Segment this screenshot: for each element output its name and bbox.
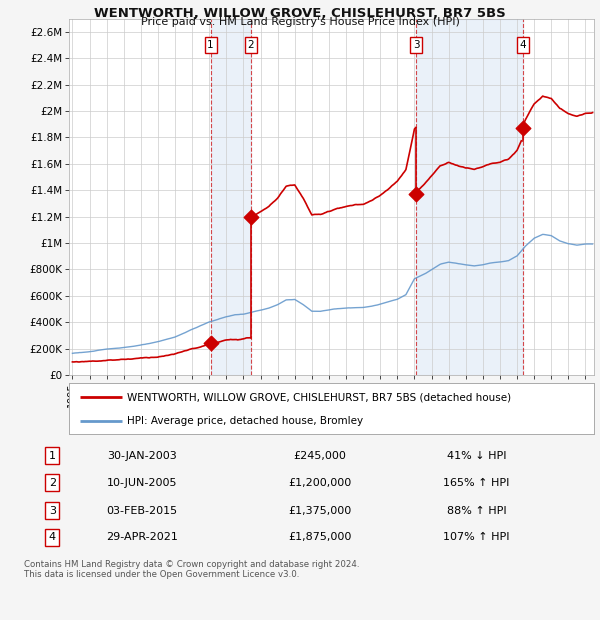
Text: Contains HM Land Registry data © Crown copyright and database right 2024.
This d: Contains HM Land Registry data © Crown c… [24,560,359,579]
Text: 29-APR-2021: 29-APR-2021 [106,533,178,542]
Text: 30-JAN-2003: 30-JAN-2003 [107,451,176,461]
Point [411,188,421,198]
Text: WENTWORTH, WILLOW GROVE, CHISLEHURST, BR7 5BS (detached house): WENTWORTH, WILLOW GROVE, CHISLEHURST, BR… [127,392,511,402]
Text: 41% ↓ HPI: 41% ↓ HPI [446,451,506,461]
Text: 3: 3 [413,40,419,50]
Text: 165% ↑ HPI: 165% ↑ HPI [443,477,509,488]
Text: 1: 1 [207,40,214,50]
Text: 4: 4 [520,40,526,50]
Text: 03-FEB-2015: 03-FEB-2015 [106,505,177,516]
Text: £245,000: £245,000 [294,451,347,461]
Text: 107% ↑ HPI: 107% ↑ HPI [443,533,509,542]
Text: £1,875,000: £1,875,000 [289,533,352,542]
Bar [211,19,251,375]
Bar [416,19,523,375]
Text: 2: 2 [248,40,254,50]
Text: 2: 2 [49,477,56,488]
Text: 10-JUN-2005: 10-JUN-2005 [106,477,177,488]
Point [206,338,215,348]
Text: 88% ↑ HPI: 88% ↑ HPI [446,505,506,516]
Text: Price paid vs. HM Land Registry's House Price Index (HPI): Price paid vs. HM Land Registry's House … [140,17,460,27]
Text: 4: 4 [49,533,56,542]
Text: £1,200,000: £1,200,000 [289,477,352,488]
Text: 1: 1 [49,451,56,461]
Point [518,123,527,133]
Text: £1,375,000: £1,375,000 [289,505,352,516]
Point [246,211,256,221]
Text: HPI: Average price, detached house, Bromley: HPI: Average price, detached house, Brom… [127,416,363,427]
Text: WENTWORTH, WILLOW GROVE, CHISLEHURST, BR7 5BS: WENTWORTH, WILLOW GROVE, CHISLEHURST, BR… [94,7,506,20]
Text: 3: 3 [49,505,56,516]
